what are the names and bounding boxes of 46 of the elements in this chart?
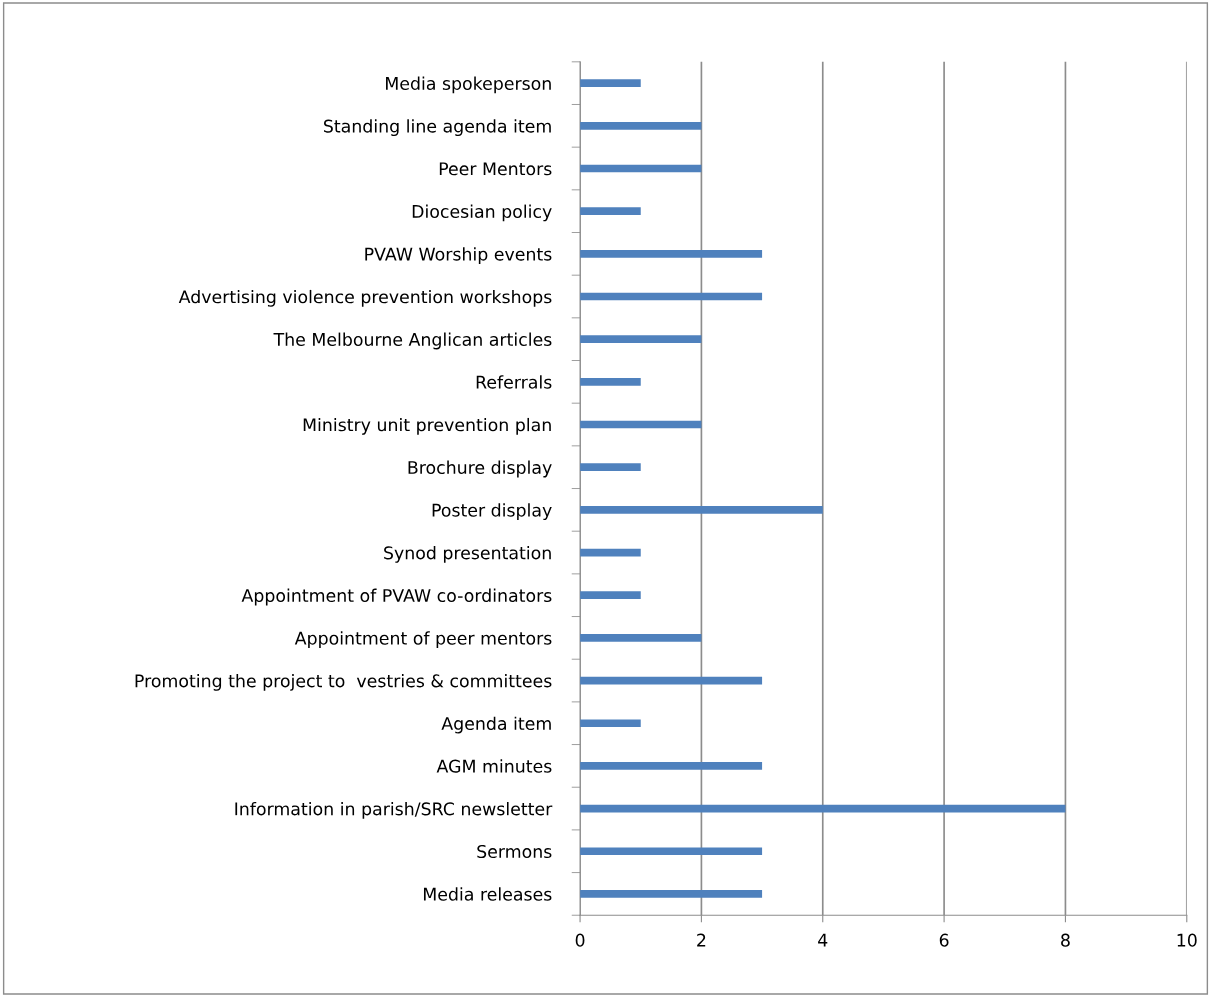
y-tick-label: AGM minutes [436, 759, 552, 773]
bar [580, 676, 763, 685]
bar [580, 719, 641, 728]
x-tick-label: 6 [939, 933, 949, 947]
bar [580, 164, 702, 173]
bar [580, 335, 702, 344]
y-tick-label: Appointment of peer mentors [294, 631, 552, 649]
y-tick-label: Referrals [476, 375, 552, 389]
bar [580, 804, 1066, 813]
y-tick-label: PVAW Worship events [365, 247, 552, 265]
y-tick-label: Brochure display [408, 460, 552, 478]
y-tick-label: Synod presentation [384, 545, 551, 563]
y-tick-label: Sermons [477, 844, 552, 859]
bar [580, 378, 641, 386]
bar [580, 762, 763, 770]
bar [580, 292, 763, 301]
y-tick-label: Media spokeperson [386, 76, 551, 94]
y-tick-label: Advertising violence prevention workshops [178, 289, 552, 307]
x-tick-label: 0 [575, 933, 585, 947]
bar [580, 890, 763, 898]
bar [580, 847, 763, 856]
y-tick-label: Appointment of PVAW co-ordinators [241, 588, 552, 606]
x-tick-label: 4 [818, 933, 828, 947]
bar [580, 420, 702, 429]
bar [580, 463, 641, 472]
y-tick-label: Peer Mentors [439, 162, 552, 176]
bar [580, 79, 641, 87]
y-tick-label: The Melbourne Anglican articles [273, 332, 552, 350]
y-tick-label: Diocesian policy [412, 204, 552, 222]
bar [580, 548, 641, 557]
y-tick-label: Promoting the project to vestries & committees [135, 673, 552, 691]
x-tick-label: 10 [1177, 933, 1197, 947]
y-tick-label: Agenda item [441, 716, 551, 734]
y-tick-label: Information in parish/SRC newsletter [235, 801, 553, 819]
bar [580, 121, 702, 130]
y-tick-label: Poster display [432, 503, 552, 521]
bar [580, 250, 763, 258]
bar [580, 591, 641, 600]
x-tick-label: 8 [1061, 933, 1070, 947]
y-tick-label: Media releases [423, 887, 552, 901]
y-tick-label: Ministry unit prevention plan [303, 417, 551, 435]
bar [580, 634, 702, 642]
y-tick-label: Standing line agenda item [323, 119, 551, 137]
bar [580, 506, 823, 514]
bar [580, 207, 641, 216]
x-tick-label: 2 [697, 933, 706, 947]
